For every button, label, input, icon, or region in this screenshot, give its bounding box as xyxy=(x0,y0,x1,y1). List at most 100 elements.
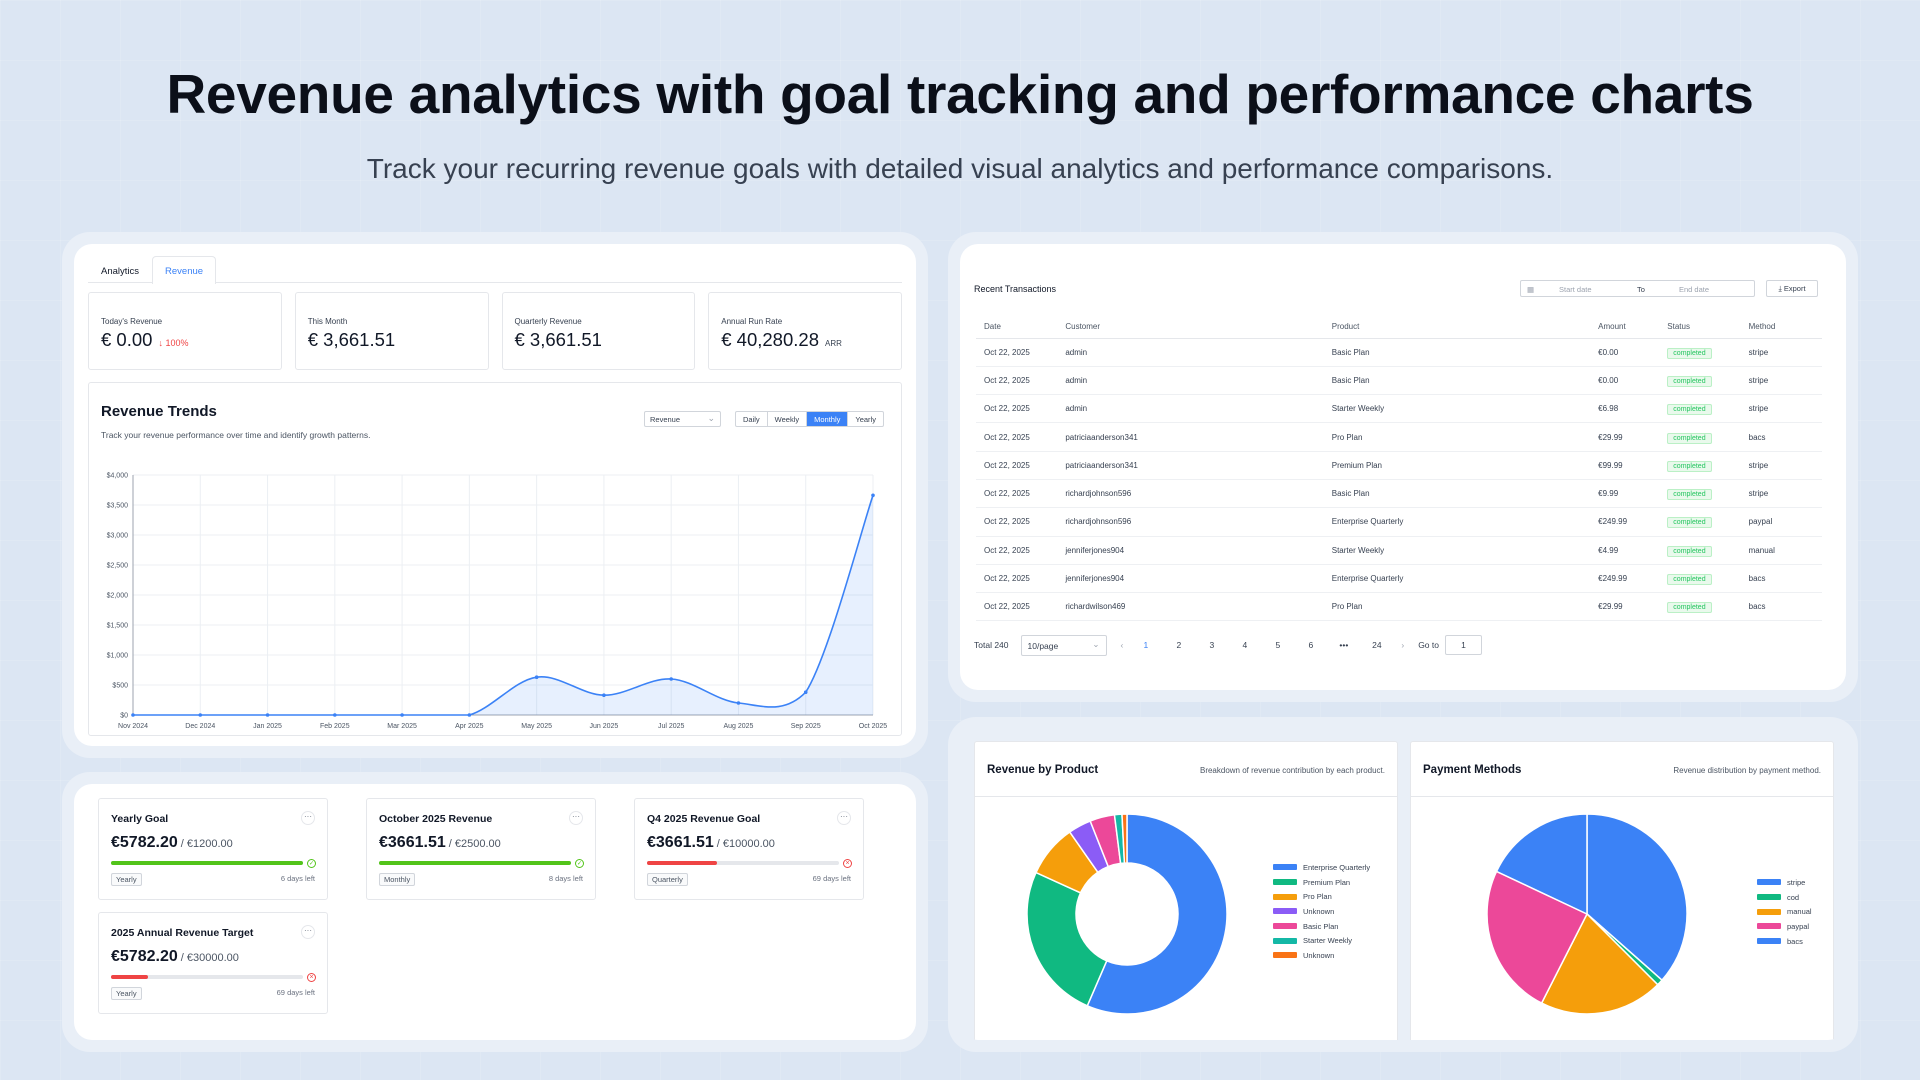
more-options-icon[interactable]: ··· xyxy=(837,811,851,825)
y-tick-label: $1,500 xyxy=(107,623,129,630)
data-point[interactable] xyxy=(467,713,472,717)
export-button[interactable]: ⤓ Export xyxy=(1766,280,1818,297)
data-point[interactable] xyxy=(669,677,673,681)
table-row[interactable]: Oct 22, 2025 admin Starter Weekly €6.98 comp… xyxy=(976,394,1822,424)
legend-item[interactable]: Starter Weekly xyxy=(1273,933,1370,948)
goal-progress-fill xyxy=(111,861,303,865)
trend-title: Revenue Trends xyxy=(101,403,217,420)
period-weekly[interactable]: Weekly xyxy=(768,412,808,426)
page-1[interactable]: 1 xyxy=(1143,640,1149,650)
pie-slice[interactable] xyxy=(1495,813,1588,916)
page-24[interactable]: 24 xyxy=(1372,640,1382,650)
page-4[interactable]: 4 xyxy=(1242,640,1248,650)
page-numbers: 1 2 3 4 5 6 ••• 24 xyxy=(1123,640,1387,650)
table-row[interactable]: Oct 22, 2025 jenniferjones904 Starter Week… xyxy=(976,536,1822,565)
table-row[interactable]: Oct 22, 2025 richardwilson469 Pro Plan €29.… xyxy=(976,592,1822,622)
legend-item[interactable]: Unknown xyxy=(1273,904,1370,919)
prev-page-icon[interactable]: ‹ xyxy=(1120,640,1124,650)
page-5[interactable]: 5 xyxy=(1275,640,1281,650)
date-range-picker[interactable]: ▦ Start date To End date xyxy=(1520,280,1755,297)
data-point[interactable] xyxy=(736,701,741,705)
legend-label: Enterprise Quarterly xyxy=(1303,862,1371,872)
pie-slice[interactable] xyxy=(1121,813,1128,864)
table-row[interactable]: Oct 22, 2025 richardjohnson596 Basic Plan €… xyxy=(976,479,1822,509)
table-cell: completed xyxy=(1659,338,1741,367)
pie-slice[interactable] xyxy=(1540,912,1659,1015)
legend-item[interactable]: Basic Plan xyxy=(1273,919,1370,934)
legend-item[interactable]: manual xyxy=(1757,904,1812,919)
table-cell: admin xyxy=(1057,366,1324,396)
legend-swatch xyxy=(1273,923,1297,930)
data-point[interactable] xyxy=(534,675,539,679)
transactions-table: Date Customer Product Amount Status Method Oc… xyxy=(976,316,1822,622)
end-date-input[interactable]: End date xyxy=(1679,285,1710,294)
legend-item[interactable]: stripe xyxy=(1757,875,1812,890)
goal-progress-fill xyxy=(379,861,571,865)
table-cell: Oct 22, 2025 xyxy=(976,536,1058,565)
more-options-icon[interactable]: ··· xyxy=(301,811,315,825)
goal-time-left: 69 days left xyxy=(276,988,315,997)
legend-item[interactable]: paypal xyxy=(1757,919,1812,934)
page-6[interactable]: 6 xyxy=(1308,640,1314,650)
data-point[interactable] xyxy=(333,713,337,717)
table-cell: patriciaanderson341 xyxy=(1057,422,1324,452)
pie-slice[interactable] xyxy=(1086,813,1228,1015)
table-cell: Basic Plan xyxy=(1323,479,1591,509)
data-point[interactable] xyxy=(803,690,808,694)
page-2[interactable]: 2 xyxy=(1176,640,1182,650)
data-point[interactable] xyxy=(131,713,135,717)
data-point[interactable] xyxy=(400,713,404,717)
legend-item[interactable]: cod xyxy=(1757,890,1812,905)
table-row[interactable]: Oct 22, 2025 patriciaanderson341 Pro Plan €… xyxy=(976,422,1822,452)
goal-current: €5782.20 xyxy=(111,834,178,851)
goal-current: €3661.51 xyxy=(647,834,714,851)
goal-progress-bar xyxy=(111,975,303,979)
more-options-icon[interactable]: ··· xyxy=(569,811,583,825)
table-body: Oct 22, 2025 admin Basic Plan €0.00 complete… xyxy=(976,338,1822,622)
page-size-select[interactable]: 10/page ⌄ xyxy=(1020,634,1107,656)
tab-analytics[interactable]: Analytics xyxy=(101,266,140,277)
goal-title: October 2025 Revenue xyxy=(379,813,493,825)
table-cell: Enterprise Quarterly xyxy=(1323,564,1591,594)
data-point[interactable] xyxy=(265,713,270,717)
legend-item[interactable]: Premium Plan xyxy=(1273,875,1370,890)
column-header: Customer xyxy=(1057,316,1324,339)
goal-time-left: 6 days left xyxy=(280,874,315,883)
page-3[interactable]: 3 xyxy=(1209,640,1215,650)
legend-label: paypal xyxy=(1787,921,1810,931)
tab-revenue[interactable]: Revenue xyxy=(152,256,217,284)
pie-slice[interactable] xyxy=(1486,870,1589,1005)
table-row[interactable]: Oct 22, 2025 admin Basic Plan €0.00 complete… xyxy=(976,366,1822,396)
legend-item[interactable]: bacs xyxy=(1757,934,1812,949)
period-yearly[interactable]: Yearly xyxy=(855,415,876,424)
legend-swatch xyxy=(1273,952,1297,959)
goal-amount: €5782.20 / €30000.00 xyxy=(111,948,239,966)
legend-item[interactable]: Enterprise Quarterly xyxy=(1273,860,1370,875)
table-cell: €0.00 xyxy=(1590,338,1660,367)
table-row[interactable]: Oct 22, 2025 jenniferjones904 Enterprise Q… xyxy=(976,564,1822,594)
revenue-analytics-card: Analytics Revenue Today's Revenue € 0.00… xyxy=(74,244,916,746)
table-cell: paypal xyxy=(1740,507,1822,537)
pie-slice[interactable] xyxy=(1026,871,1108,1007)
x-tick-label: Apr 2025 xyxy=(455,723,484,730)
start-date-input[interactable]: Start date xyxy=(1559,285,1592,294)
legend-item[interactable]: Unknown xyxy=(1273,948,1370,963)
period-daily[interactable]: Daily xyxy=(736,412,768,426)
kpi-value-row: € 3,661.51 xyxy=(515,329,683,351)
distribution-panel: Revenue by Product Breakdown of revenue … xyxy=(948,717,1858,1052)
data-point[interactable] xyxy=(602,693,606,697)
period-monthly[interactable]: Monthly xyxy=(807,412,849,426)
data-point[interactable] xyxy=(198,713,203,717)
metric-select[interactable]: Revenue ⌄ xyxy=(644,411,721,427)
goto-page-input[interactable]: 1 xyxy=(1444,635,1482,655)
table-row[interactable]: Oct 22, 2025 admin Basic Plan €0.00 complete… xyxy=(976,338,1822,367)
more-options-icon[interactable]: ··· xyxy=(301,925,315,939)
legend-item[interactable]: Pro Plan xyxy=(1273,889,1370,904)
table-row[interactable]: Oct 22, 2025 richardjohnson596 Enterprise … xyxy=(976,507,1822,537)
data-point[interactable] xyxy=(871,493,875,498)
next-page-icon[interactable]: › xyxy=(1401,640,1405,650)
pie-slice[interactable] xyxy=(1586,813,1688,982)
table-row[interactable]: Oct 22, 2025 patriciaanderson341 Premium P… xyxy=(976,451,1822,480)
page-ellipsis[interactable]: ••• xyxy=(1339,640,1349,650)
tab-bar: Analytics Revenue xyxy=(88,256,902,284)
